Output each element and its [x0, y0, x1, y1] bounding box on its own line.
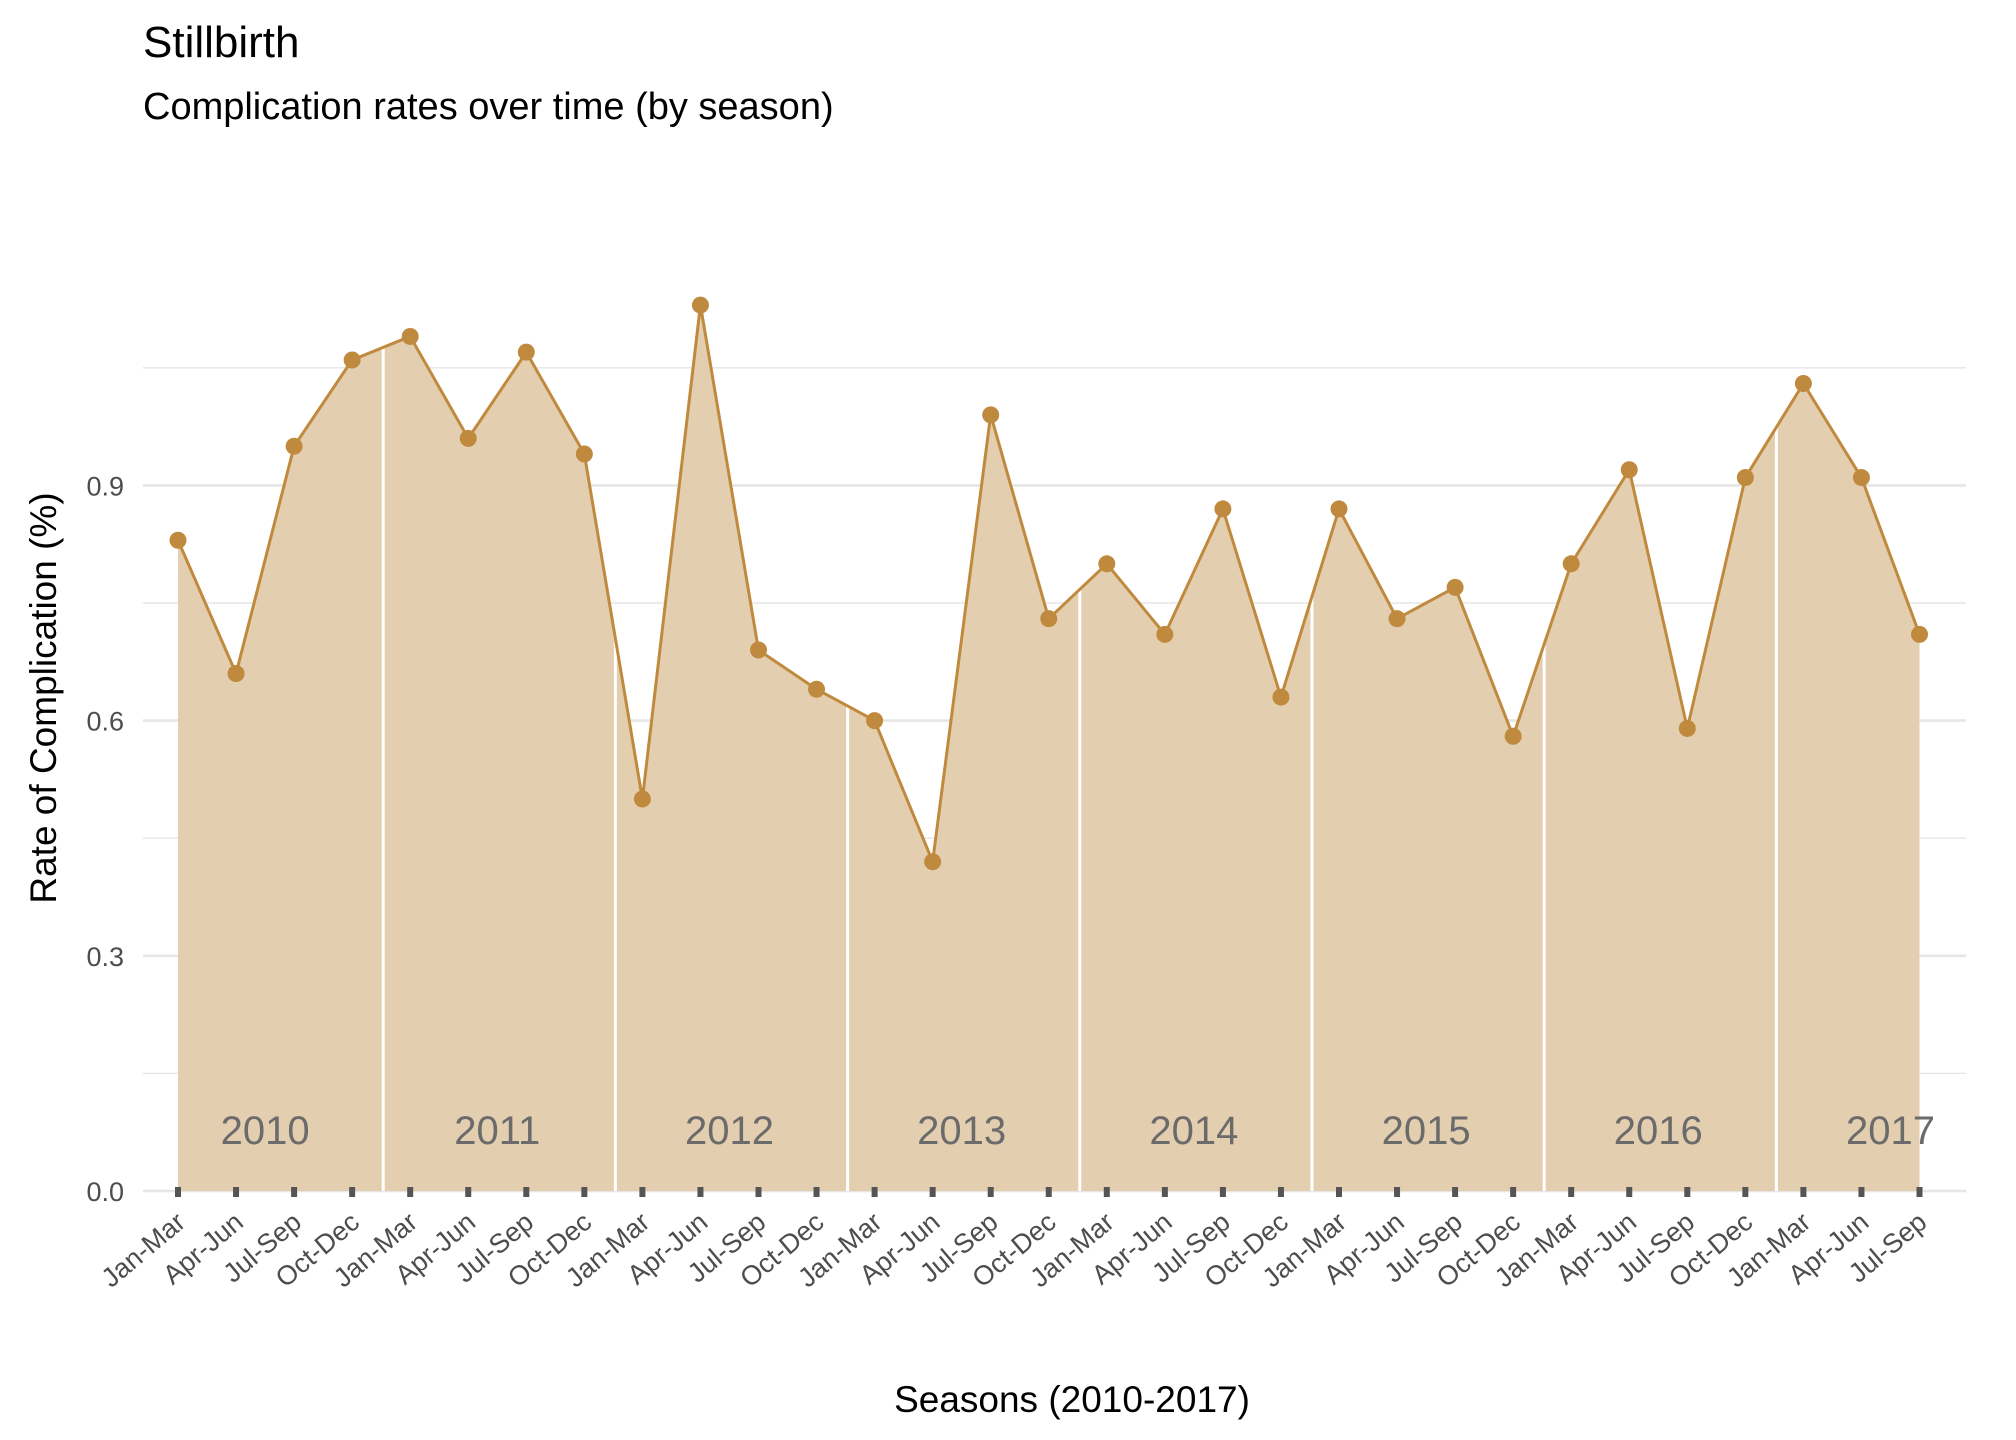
data-point — [1156, 625, 1174, 643]
x-tick-mark — [175, 1187, 181, 1197]
year-label: 2010 — [221, 1109, 310, 1153]
data-point — [517, 343, 535, 361]
x-tick-mark — [755, 1187, 762, 1197]
year-label: 2013 — [917, 1109, 1006, 1153]
data-point — [1214, 500, 1232, 518]
chart-title: Stillbirth — [143, 18, 300, 67]
x-tick-mark — [349, 1187, 356, 1197]
data-point — [1852, 469, 1870, 487]
x-tick-mark — [407, 1187, 414, 1197]
year-label: 2017 — [1846, 1109, 1935, 1153]
x-tick-mark — [1219, 1187, 1226, 1197]
year-labels: 2010 2011 2012 2013 2014 2015 2016 2017 — [221, 1109, 1935, 1153]
x-tick-mark — [1277, 1187, 1284, 1197]
x-tick-mark — [523, 1187, 530, 1197]
data-point — [808, 680, 826, 698]
data-point — [1736, 469, 1754, 487]
data-point — [924, 853, 942, 871]
x-tick-mark — [1045, 1187, 1052, 1197]
data-point — [1562, 555, 1580, 573]
data-point — [459, 429, 477, 447]
data-point — [343, 351, 361, 369]
x-tick-mark — [1510, 1187, 1517, 1197]
x-tick-mark — [697, 1187, 704, 1197]
data-point — [575, 445, 593, 463]
x-tick-mark — [1452, 1187, 1459, 1197]
data-point — [1098, 555, 1116, 573]
x-tick-mark — [291, 1187, 298, 1197]
x-tick-mark — [1742, 1187, 1749, 1197]
data-point — [1272, 688, 1290, 706]
x-axis-title: Seasons (2010-2017) — [894, 1379, 1250, 1420]
x-tick-mark — [929, 1187, 936, 1197]
x-tick-mark — [813, 1187, 820, 1197]
x-tick-mark — [1684, 1187, 1691, 1197]
x-tick-mark — [987, 1187, 994, 1197]
x-tick-mark — [1103, 1187, 1110, 1197]
data-point — [1911, 625, 1928, 643]
data-point — [1678, 719, 1696, 737]
year-label: 2014 — [1149, 1109, 1238, 1153]
data-point — [1446, 578, 1464, 596]
data-point — [1330, 500, 1348, 518]
x-axis-ticks: Jan-MarApr-JunJul-SepOct-DecJan-MarApr-J… — [96, 1187, 1932, 1293]
year-label: 2016 — [1614, 1109, 1703, 1153]
y-tick-label: 0.3 — [86, 942, 124, 972]
x-tick-mark — [1161, 1187, 1168, 1197]
x-tick-mark — [639, 1187, 646, 1197]
x-tick-mark — [1800, 1187, 1807, 1197]
y-tick-label: 0.9 — [86, 471, 124, 501]
data-point — [750, 641, 767, 659]
data-point — [1504, 727, 1522, 745]
y-tick-label: 0.0 — [86, 1177, 124, 1207]
year-label: 2011 — [454, 1109, 540, 1153]
data-point — [866, 712, 884, 730]
x-tick-mark — [1916, 1187, 1923, 1197]
area-fill — [178, 305, 1920, 1192]
data-point — [1620, 461, 1638, 479]
data-point — [227, 665, 245, 683]
y-axis-ticks: 0.0 0.3 0.6 0.9 — [86, 471, 124, 1207]
data-point — [285, 437, 303, 455]
x-tick-mark — [1626, 1187, 1633, 1197]
x-tick-mark — [233, 1187, 240, 1197]
year-label: 2015 — [1382, 1109, 1471, 1153]
year-label: 2012 — [685, 1109, 774, 1153]
y-axis-title: Rate of Complication (%) — [23, 492, 64, 903]
data-point — [633, 790, 651, 808]
x-tick-mark — [1568, 1187, 1575, 1197]
x-tick-mark — [465, 1187, 472, 1197]
y-tick-label: 0.6 — [86, 707, 124, 737]
x-tick-mark — [1858, 1187, 1865, 1197]
x-tick-mark — [1394, 1187, 1401, 1197]
data-point — [691, 296, 709, 314]
x-tick-mark — [871, 1187, 878, 1197]
x-tick-mark — [581, 1187, 588, 1197]
data-point — [1040, 610, 1058, 628]
year-separators — [381, 345, 1778, 1191]
data-point — [1388, 610, 1406, 628]
data-point — [401, 327, 419, 345]
data-points — [169, 296, 1928, 871]
x-tick-mark — [1336, 1187, 1342, 1197]
area-polygon — [178, 305, 1920, 1192]
data-point — [1794, 374, 1812, 392]
data-point — [169, 531, 187, 549]
chart-subtitle: Complication rates over time (by season) — [143, 86, 834, 128]
data-point — [982, 406, 1000, 424]
